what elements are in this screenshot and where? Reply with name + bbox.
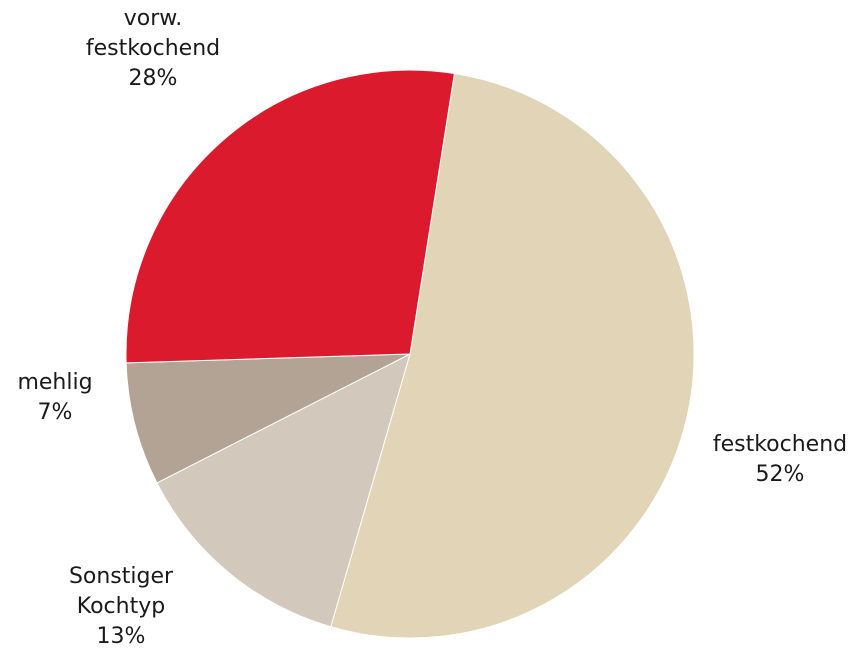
- label-mehlig: mehlig 7%: [10, 368, 100, 428]
- label-vorw-name-line2: festkochend: [85, 36, 221, 61]
- label-mehlig-value: 7%: [37, 400, 73, 425]
- label-sonstiger-value: 13%: [96, 624, 146, 649]
- label-vorw-name-line1: vorw.: [123, 6, 183, 31]
- label-mehlig-name: mehlig: [17, 370, 93, 395]
- slice-mehlig: [125, 353, 411, 484]
- slice-vorw-festkochend: [125, 69, 456, 364]
- slice-sonstiger-kochtyp: [156, 353, 411, 628]
- label-festkochend: festkochend 52%: [700, 430, 860, 490]
- label-vorw-value: 28%: [128, 66, 178, 91]
- label-sonstiger-name-line1: Sonstiger: [68, 564, 174, 589]
- label-festkochend-value: 52%: [755, 462, 805, 487]
- slice-festkochend: [330, 72, 695, 639]
- label-sonstiger-name-line2: Kochtyp: [76, 594, 166, 619]
- label-vorw-festkochend: vorw. festkochend 28%: [73, 4, 233, 94]
- label-festkochend-name: festkochend: [712, 432, 848, 457]
- label-sonstiger-kochtyp: Sonstiger Kochtyp 13%: [56, 562, 186, 652]
